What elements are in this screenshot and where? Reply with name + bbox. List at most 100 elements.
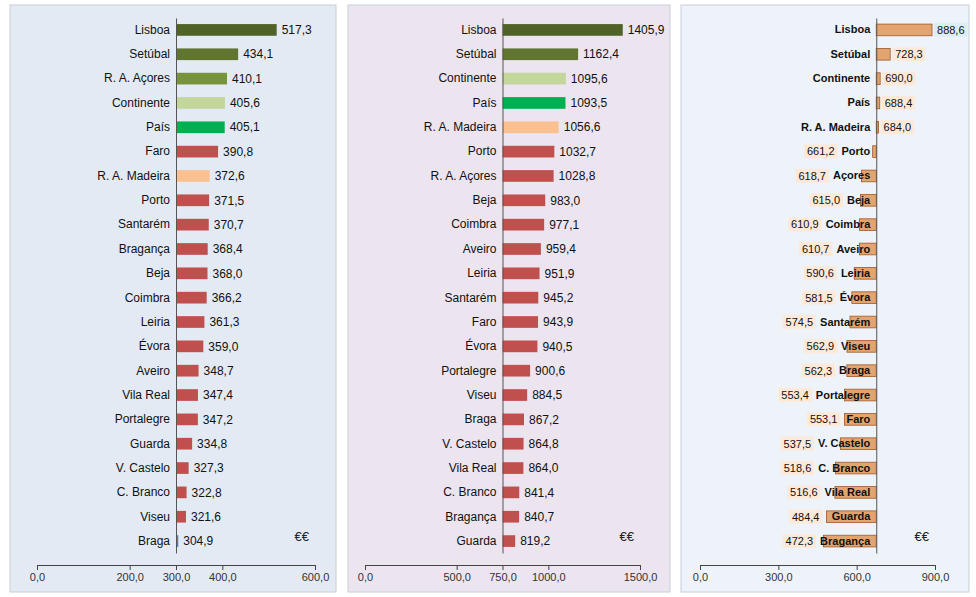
x-tick: 0,0 — [30, 565, 45, 583]
category-tick: Aveiro — [463, 242, 503, 256]
category-axis-line — [503, 19, 504, 554]
panel: 0,0300,0600,0900,0LisboaSetúbalContinent… — [681, 5, 969, 592]
data-label: 410,1 — [232, 72, 262, 86]
category-label: Beja — [472, 193, 496, 207]
data-label-box — [802, 291, 836, 305]
category-tick: Viseu — [841, 340, 876, 352]
x-tick: 1500,0 — [624, 565, 658, 583]
category-tick: Faro — [472, 315, 503, 329]
category-tick: Porto — [468, 144, 503, 158]
bar — [503, 462, 524, 474]
category-tick: Continente — [438, 71, 502, 85]
bar — [503, 365, 531, 377]
data-label-box — [795, 169, 829, 183]
data-label: 553,4 — [781, 389, 809, 401]
x-tick-label: 750,0 — [489, 571, 517, 583]
category-label: Viseu — [467, 388, 497, 402]
category-tick: Coimbra — [826, 218, 877, 230]
category-label: Évora — [465, 338, 497, 353]
data-label-box — [804, 144, 838, 158]
bar — [503, 267, 540, 279]
bar — [826, 511, 876, 523]
data-labels: 517,3434,1410,1405,6405,1390,8372,6371,5… — [183, 23, 312, 548]
x-tick-mark — [222, 565, 223, 570]
bar — [176, 438, 192, 450]
data-label: 1405,9 — [628, 23, 665, 37]
category-label: Continente — [813, 72, 870, 84]
category-tick: Viseu — [140, 510, 176, 524]
category-label: País — [848, 96, 871, 108]
data-label: 405,1 — [230, 120, 260, 134]
x-tick: 900,0 — [922, 565, 950, 583]
panel: 0,0 200,0 300,0 400,0 600,0 Lisboa Setúbal R. A… — [10, 5, 336, 592]
bar — [176, 243, 208, 255]
data-label-box — [882, 96, 916, 110]
bar — [503, 292, 539, 304]
category-label: Setúbal — [129, 47, 170, 61]
category-tick: Santarém — [118, 217, 176, 231]
bar — [503, 341, 538, 353]
bar — [503, 487, 520, 499]
data-label: 321,6 — [191, 510, 221, 524]
data-label: 610,9 — [791, 218, 819, 230]
category-tick: C. Branco — [443, 485, 502, 499]
data-label: 368,0 — [213, 267, 243, 281]
bar — [176, 170, 210, 182]
data-label: 1028,8 — [559, 169, 596, 183]
unit-label: €€ — [620, 529, 635, 544]
x-tick-label: 400,0 — [209, 571, 237, 583]
category-tick: Vila Real — [449, 461, 503, 475]
category-label: Faro — [846, 413, 870, 425]
data-label: 983,0 — [550, 194, 580, 208]
category-label: País — [146, 120, 170, 134]
category-label: Braga — [839, 364, 871, 376]
data-label: 819,2 — [520, 534, 550, 548]
data-label-box — [783, 315, 817, 329]
category-label: Continente — [438, 71, 496, 85]
data-label: 574,5 — [786, 316, 814, 328]
category-label: V. Castelo — [818, 437, 870, 449]
category-tick: Porto — [842, 145, 877, 157]
category-label: Portalegre — [441, 364, 497, 378]
x-tick-mark — [935, 565, 936, 570]
category-tick: Bragança — [119, 242, 176, 256]
x-tick-label: 1500,0 — [624, 571, 658, 583]
bar — [503, 316, 539, 328]
data-label: 434,1 — [243, 47, 273, 61]
category-tick: Lisboa — [135, 23, 176, 37]
category-tick: R. A. Açores — [430, 169, 502, 183]
bars — [176, 24, 277, 547]
category-label: Porto — [141, 193, 170, 207]
data-label: 884,5 — [532, 388, 562, 402]
category-tick: V. Castelo — [442, 437, 502, 451]
panel-background — [348, 5, 670, 592]
bar — [503, 389, 528, 401]
x-tick-label: 600,0 — [302, 571, 330, 583]
category-tick: Bragança — [820, 535, 876, 547]
bar — [503, 170, 554, 182]
data-label: 484,4 — [792, 511, 820, 523]
bar — [176, 121, 225, 133]
data-label-box — [882, 71, 916, 85]
category-tick: Portalegre — [115, 412, 176, 426]
category-label: Açores — [833, 169, 870, 181]
x-tick-label: 200,0 — [116, 571, 144, 583]
category-tick: Leiria — [141, 315, 176, 329]
category-label: Porto — [468, 144, 497, 158]
panel-background — [681, 5, 969, 592]
bar — [176, 73, 227, 85]
data-label-box — [809, 193, 843, 207]
category-label: C. Branco — [117, 485, 171, 499]
bar — [176, 292, 207, 304]
category-tick: C. Branco — [117, 485, 176, 499]
data-label-box — [787, 485, 821, 499]
x-tick-label: 300,0 — [163, 571, 191, 583]
category-label: Santarém — [820, 316, 870, 328]
category-tick: R. A. Madeira — [97, 169, 176, 183]
bar — [176, 341, 203, 353]
data-label-box — [804, 339, 838, 353]
bar — [503, 219, 545, 231]
panel-background — [10, 5, 336, 592]
category-label: R. A. Madeira — [424, 120, 497, 134]
data-label: 688,4 — [885, 97, 913, 109]
